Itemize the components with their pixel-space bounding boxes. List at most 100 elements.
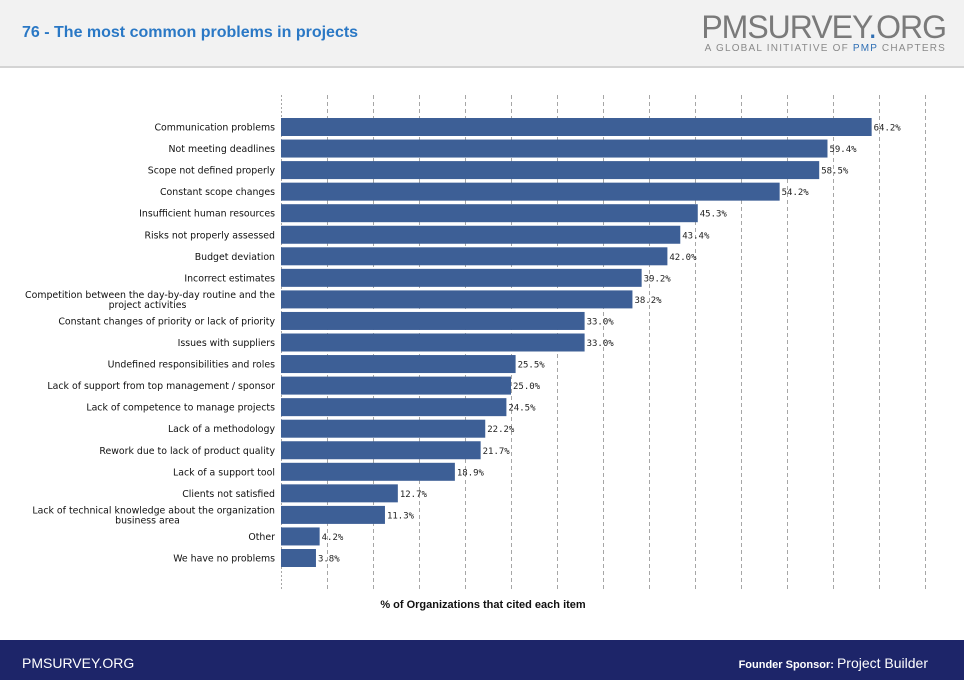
category-label: Lack of support from top management / sp… (47, 381, 275, 392)
footer-sponsor: Founder Sponsor: Project Builder (739, 655, 928, 673)
logo-org-text: ORG (876, 9, 947, 45)
bar-value-label: 25.0% (513, 382, 541, 392)
bar-value-label: 42.0% (669, 253, 697, 263)
category-label: Rework due to lack of product quality (99, 446, 275, 457)
category-label-line: Insufficient human resources (139, 209, 275, 220)
category-label-line: Not meeting deadlines (169, 144, 276, 155)
bar (281, 376, 511, 395)
bar (281, 419, 486, 438)
category-label-line: Lack of competence to manage projects (86, 403, 275, 414)
category-label-line: Clients not satisfied (182, 489, 275, 500)
bar (281, 268, 642, 287)
footer-site-link[interactable]: PMSURVEY.ORG (22, 655, 135, 671)
logo-dot: . (868, 9, 877, 45)
category-label: We have no problems (173, 554, 275, 565)
bar (281, 527, 320, 546)
bar-value-label: 39.2% (644, 274, 672, 284)
bar-value-label: 33.0% (587, 317, 615, 327)
category-label: Lack of a methodology (168, 424, 276, 435)
bar (281, 118, 872, 136)
category-label-line: Budget deviation (195, 252, 275, 263)
bar (281, 247, 668, 266)
category-label-line: Lack of support from top management / sp… (47, 381, 275, 392)
category-label: Risks not properly assessed (145, 230, 275, 241)
x-axis-title: % of Organizations that cited each item (380, 599, 586, 611)
category-label-line: Communication problems (154, 123, 275, 134)
logo-tagline-pmp: PMP (852, 43, 878, 54)
chart-area: 64.2% Communication problems 59.4% Not meet… (0, 68, 964, 640)
category-label: Incorrect estimates (184, 273, 275, 284)
category-label-line: Constant scope changes (160, 187, 275, 198)
category-label-line: Lack of a support tool (173, 467, 275, 478)
bar-value-label: 64.2% (874, 124, 902, 134)
category-label-line: Other (248, 532, 275, 543)
bar-value-label: 3.8% (318, 555, 340, 565)
bar (281, 311, 585, 330)
category-label-line: Constant changes of priority or lack of … (58, 316, 275, 327)
category-label: Not meeting deadlines (169, 144, 276, 155)
bar (281, 204, 698, 223)
bar-value-label: 54.2% (782, 188, 810, 198)
category-label-line: Incorrect estimates (184, 273, 275, 284)
category-label-line: Risks not properly assessed (145, 230, 275, 241)
category-label: Other (248, 532, 275, 543)
bar (281, 441, 481, 460)
bar-value-label: 22.2% (487, 425, 515, 435)
category-label-line: Undefined responsibilities and roles (108, 360, 276, 371)
category-label: Undefined responsibilities and roles (108, 360, 276, 371)
bar (281, 355, 516, 374)
bar (281, 549, 316, 567)
category-label-line: Competition between the day-by-day routi… (25, 290, 275, 301)
category-label: Issues with suppliers (178, 338, 276, 349)
bar-value-label: 18.9% (457, 468, 485, 478)
bar-value-label: 21.7% (483, 447, 511, 457)
bar-value-label: 4.2% (322, 533, 344, 543)
category-label-line: Issues with suppliers (178, 338, 276, 349)
category-label-line: project activities (109, 300, 187, 311)
sponsor-label: Founder Sponsor: (738, 659, 837, 671)
category-label: Communication problems (154, 123, 275, 134)
category-label-line: Rework due to lack of product quality (99, 446, 275, 457)
bar (281, 484, 398, 503)
bar (281, 505, 385, 524)
header: 76 - The most common problems in project… (0, 0, 964, 68)
logo-wordmark: PMSURVEY.ORG (701, 9, 947, 45)
bar (281, 182, 780, 201)
category-label-line: business area (115, 515, 180, 526)
bar-value-label: 38.2% (634, 296, 662, 306)
logo-pm-text: PMSURVEY (701, 9, 869, 45)
category-label: Constant changes of priority or lack of … (58, 316, 275, 327)
logo-tagline-post: CHAPTERS (877, 43, 946, 54)
bar (281, 139, 828, 158)
pmsurvey-logo[interactable]: PMSURVEY.ORG A GLOBAL INITIATIVE OF PMP … (701, 9, 947, 61)
bar (281, 398, 507, 417)
bar-value-label: 12.7% (400, 490, 428, 500)
category-label: Insufficient human resources (139, 209, 275, 220)
category-label: Scope not defined properly (148, 166, 276, 177)
bar-value-label: 58.5% (821, 167, 849, 177)
page-title: 76 - The most common problems in project… (22, 24, 359, 41)
category-label-line: We have no problems (173, 554, 275, 565)
category-label: Competition between the day-by-day routi… (25, 290, 275, 311)
logo-tagline-pre: A GLOBAL INITIATIVE OF (704, 43, 853, 54)
category-label: Clients not satisfied (182, 489, 275, 500)
category-label: Lack of competence to manage projects (86, 403, 275, 414)
footer: PMSURVEY.ORG Founder Sponsor: Project Bu… (0, 640, 964, 680)
bar (281, 462, 455, 481)
bar-value-label: 11.3% (387, 511, 415, 521)
bar-value-label: 24.5% (508, 404, 536, 414)
bar (281, 290, 633, 309)
category-label-line: Lack of technical knowledge about the or… (32, 505, 275, 516)
bar-value-label: 33.0% (587, 339, 615, 349)
category-label: Constant scope changes (160, 187, 275, 198)
bar (281, 161, 820, 180)
category-label: Budget deviation (195, 252, 275, 263)
bar-value-label: 43.4% (682, 231, 710, 241)
category-label: Lack of technical knowledge about the or… (32, 505, 275, 526)
bar-chart: 64.2% Communication problems 59.4% Not meet… (25, 95, 926, 611)
sponsor-name[interactable]: Project Builder (836, 655, 928, 671)
category-label-line: Lack of a methodology (168, 424, 276, 435)
bar-value-label: 59.4% (829, 145, 857, 155)
bar-value-label: 25.5% (518, 361, 546, 371)
bar (281, 333, 585, 352)
